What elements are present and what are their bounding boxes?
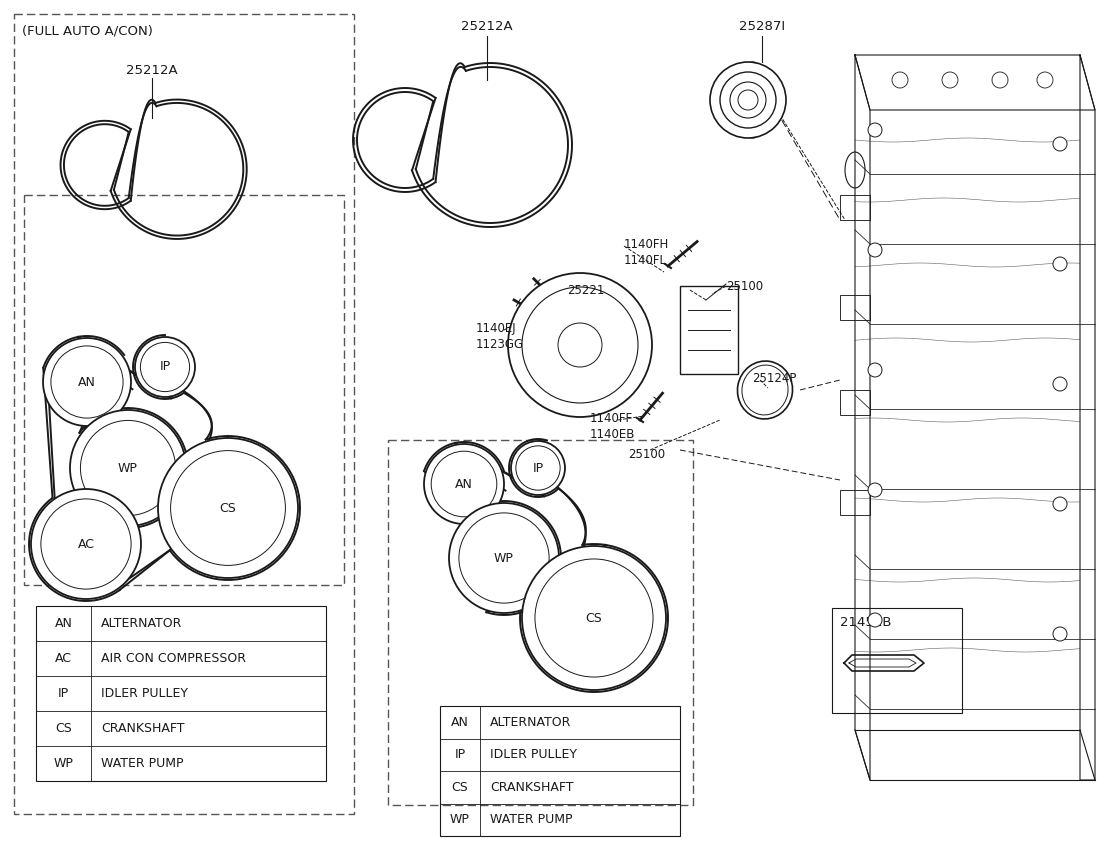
Text: 1140EJ: 1140EJ	[476, 322, 517, 335]
Bar	[680, 286, 738, 374]
Circle shape	[31, 489, 140, 599]
Text: AN: AN	[451, 716, 469, 728]
Circle shape	[868, 483, 881, 497]
Circle shape	[1053, 377, 1067, 391]
Bar	[839, 490, 870, 515]
Text: IP: IP	[58, 687, 69, 700]
Circle shape	[992, 72, 1008, 88]
Text: CRANKSHAFT: CRANKSHAFT	[490, 781, 574, 794]
Text: IP: IP	[159, 360, 170, 373]
Text: IP: IP	[532, 461, 543, 475]
Text: 25212A: 25212A	[461, 20, 513, 33]
Text: AIR CON COMPRESSOR: AIR CON COMPRESSOR	[101, 652, 246, 665]
Text: 25124P: 25124P	[752, 372, 796, 385]
Circle shape	[559, 323, 602, 367]
Circle shape	[508, 273, 653, 417]
Text: (FULL AUTO A/CON): (FULL AUTO A/CON)	[22, 24, 153, 37]
Text: CS: CS	[55, 722, 72, 735]
Circle shape	[893, 72, 908, 88]
Text: 1140FH: 1140FH	[624, 238, 669, 251]
Text: 1123GG: 1123GG	[476, 338, 524, 351]
Circle shape	[511, 441, 565, 495]
Text: AN: AN	[54, 617, 72, 630]
Circle shape	[135, 337, 195, 397]
Text: AC: AC	[55, 652, 72, 665]
Text: AC: AC	[77, 538, 94, 550]
Text: 21451B: 21451B	[839, 616, 891, 629]
Circle shape	[70, 410, 186, 526]
Text: ALTERNATOR: ALTERNATOR	[101, 617, 182, 630]
Text: 25287I: 25287I	[739, 20, 785, 33]
Circle shape	[424, 444, 504, 524]
Text: CS: CS	[220, 501, 237, 515]
Text: 25212A: 25212A	[126, 64, 178, 77]
Text: CRANKSHAFT: CRANKSHAFT	[101, 722, 185, 735]
Bar	[839, 390, 870, 415]
Circle shape	[868, 123, 881, 137]
Bar	[14, 14, 354, 814]
Bar	[36, 606, 326, 781]
Bar	[388, 440, 693, 805]
Circle shape	[522, 546, 666, 690]
Text: CS: CS	[451, 781, 468, 794]
Ellipse shape	[845, 152, 865, 188]
Circle shape	[1053, 137, 1067, 151]
Circle shape	[942, 72, 958, 88]
Text: IP: IP	[455, 748, 466, 762]
Circle shape	[1053, 627, 1067, 641]
Text: 25100: 25100	[628, 448, 665, 461]
Circle shape	[1037, 72, 1053, 88]
Circle shape	[449, 503, 559, 613]
Text: 25221: 25221	[567, 284, 604, 297]
Circle shape	[1053, 257, 1067, 271]
Bar	[839, 295, 870, 320]
Text: 1140EB: 1140EB	[589, 428, 635, 441]
Text: WP: WP	[53, 757, 73, 770]
Bar	[832, 608, 962, 713]
Circle shape	[43, 338, 131, 426]
Text: WP: WP	[450, 813, 470, 826]
Text: CS: CS	[585, 611, 603, 624]
Text: 1140FF: 1140FF	[589, 412, 633, 425]
Text: IDLER PULLEY: IDLER PULLEY	[490, 748, 577, 762]
Circle shape	[1053, 497, 1067, 511]
Text: ALTERNATOR: ALTERNATOR	[490, 716, 572, 728]
Text: WATER PUMP: WATER PUMP	[101, 757, 184, 770]
Circle shape	[868, 243, 881, 257]
Text: IDLER PULLEY: IDLER PULLEY	[101, 687, 188, 700]
Circle shape	[868, 363, 881, 377]
Circle shape	[868, 613, 881, 627]
Text: 25100: 25100	[726, 280, 763, 293]
Circle shape	[158, 438, 298, 578]
Text: AN: AN	[455, 477, 473, 490]
Text: 1140FL: 1140FL	[624, 254, 667, 267]
Text: AN: AN	[79, 376, 96, 388]
Bar	[440, 706, 680, 836]
Text: WATER PUMP: WATER PUMP	[490, 813, 573, 826]
Bar	[24, 195, 344, 585]
Circle shape	[710, 62, 786, 138]
Bar	[839, 195, 870, 220]
Text: WP: WP	[494, 551, 514, 565]
Text: WP: WP	[118, 461, 138, 475]
